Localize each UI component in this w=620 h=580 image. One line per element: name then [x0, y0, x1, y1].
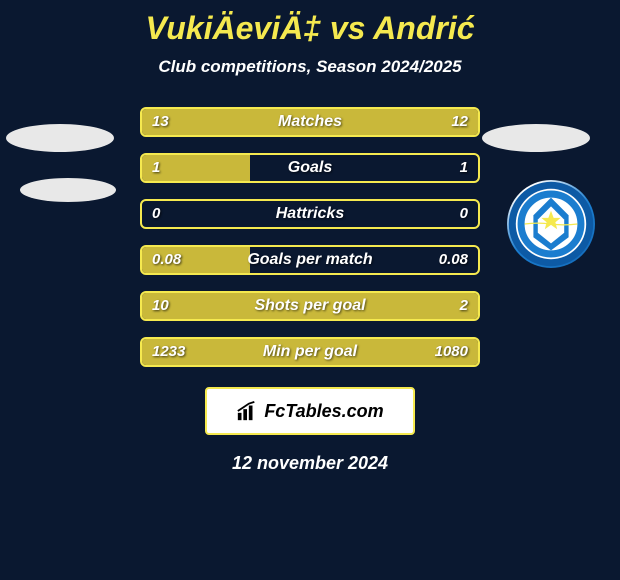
stat-row: 1233Min per goal1080 — [140, 337, 480, 367]
snapshot-date: 12 november 2024 — [0, 453, 620, 474]
stat-row: 1Goals1 — [140, 153, 480, 183]
stat-label: Matches — [142, 109, 478, 135]
stat-row: 10Shots per goal2 — [140, 291, 480, 321]
stat-value-right: 0 — [460, 201, 468, 227]
source-badge[interactable]: FcTables.com — [205, 387, 415, 435]
stat-row: 13Matches12 — [140, 107, 480, 137]
stat-label: Goals — [142, 155, 478, 181]
stat-label: Hattricks — [142, 201, 478, 227]
stat-label: Min per goal — [142, 339, 478, 365]
comparison-title: VukiÄeviÄ‡ vs Andrić — [0, 0, 620, 47]
stats-chart: 13Matches12 1Goals1 0Hattricks0 0.08Goals p… — [70, 107, 550, 367]
stat-value-right: 1080 — [435, 339, 468, 365]
stat-label: Shots per goal — [142, 293, 478, 319]
stat-value-right: 0.08 — [439, 247, 468, 273]
stat-value-right: 2 — [460, 293, 468, 319]
stat-value-right: 12 — [451, 109, 468, 135]
stat-value-right: 1 — [460, 155, 468, 181]
chart-icon — [236, 400, 258, 422]
stat-label: Goals per match — [142, 247, 478, 273]
comparison-subtitle: Club competitions, Season 2024/2025 — [0, 57, 620, 77]
stat-row: 0.08Goals per match0.08 — [140, 245, 480, 275]
source-label: FcTables.com — [264, 401, 383, 422]
stat-row: 0Hattricks0 — [140, 199, 480, 229]
